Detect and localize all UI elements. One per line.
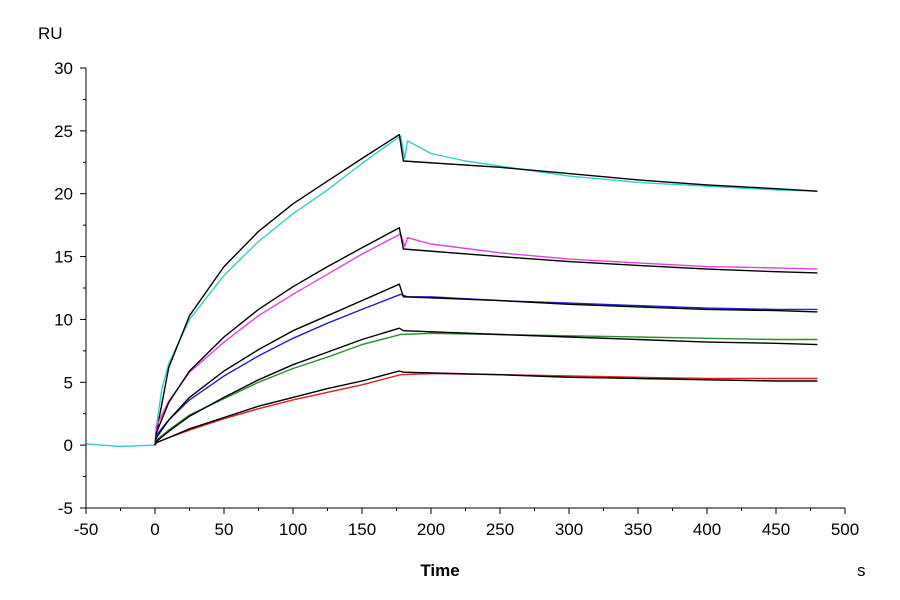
y-tick-label: 0 [64,436,73,455]
x-tick-label: 400 [693,520,721,539]
x-tick-label: 350 [624,520,652,539]
y-tick-label: -5 [58,499,73,518]
x-tick-label: 0 [150,520,159,539]
y-tick-label: 10 [54,310,73,329]
x-tick-label: 450 [762,520,790,539]
axes [85,68,845,509]
ticks: -50 0 50 100 150 200 250 300 350 400 450 500-505101… [54,59,859,539]
x-axis-label: Time [420,561,459,580]
y-tick-label: 20 [54,185,73,204]
y-tick-label: 15 [54,248,73,267]
plot-lines [85,133,818,448]
x-axis-unit: s [857,561,866,580]
x-tick-label: 250 [486,520,514,539]
series-line-data-3 [154,293,818,446]
series-line-data-4 [154,332,818,446]
x-tick-label: 200 [417,520,445,539]
series-line-fit-2 [154,226,818,446]
series-line-fit-4 [154,327,818,446]
series-line-fit-1 [154,133,818,446]
x-tick-label: 50 [215,520,234,539]
series-line-data-2 [154,233,818,446]
x-tick-label: 100 [279,520,307,539]
x-tick-label: -50 [74,520,99,539]
series-line-data-5 [154,372,818,446]
y-tick-label: 30 [54,59,73,78]
x-tick-label: 500 [831,520,859,539]
y-axis-label: RU [38,24,63,43]
x-tick-label: 300 [555,520,583,539]
y-tick-label: 5 [64,373,73,392]
series-line-fit-3 [154,283,818,446]
x-tick-label: 150 [348,520,376,539]
y-tick-label: 25 [54,122,73,141]
series-line-data-1 [85,135,818,448]
series-line-fit-5 [154,370,818,446]
